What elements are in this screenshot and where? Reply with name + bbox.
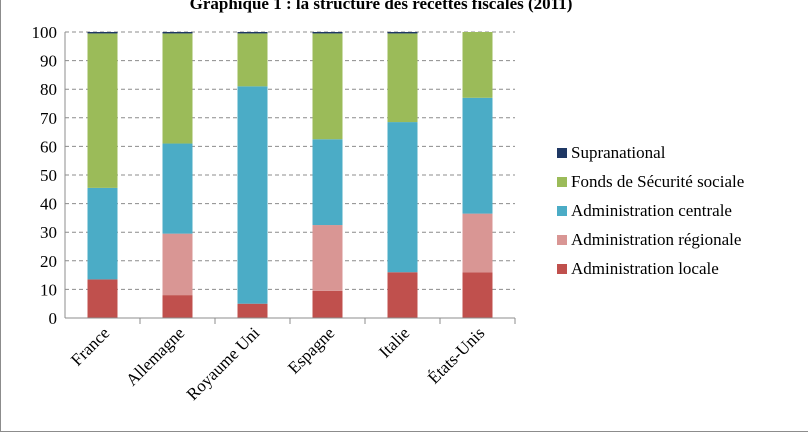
x-tick-label: États-Unis: [424, 323, 488, 387]
bar-segment-fonds-de-securite-sociale: [237, 33, 268, 87]
x-tick-label: Allemagne: [122, 323, 188, 389]
y-tick-label: 70: [40, 109, 57, 128]
y-tick-label: 10: [40, 280, 57, 299]
legend-label: Administration régionale: [571, 230, 741, 249]
legend-swatch-administration-locale: [557, 264, 567, 274]
bar-segment-administration-regionale: [312, 225, 343, 291]
bar-segment-supranational: [387, 32, 418, 34]
y-tick-label: 60: [40, 137, 57, 156]
y-tick-label: 20: [40, 252, 57, 271]
bar-segment-administration-centrale: [462, 97, 493, 214]
bar-segment-fonds-de-securite-sociale: [162, 33, 193, 144]
legend-label: Fonds de Sécurité sociale: [571, 172, 744, 191]
bar-segment-administration-centrale: [387, 122, 418, 273]
x-tick-label: Espagne: [284, 323, 338, 377]
legend-swatch-supranational: [557, 148, 567, 158]
bar-segment-supranational: [87, 32, 118, 34]
bar-segment-administration-locale: [87, 279, 118, 318]
y-tick-label: 90: [40, 52, 57, 71]
y-tick-label: 30: [40, 223, 57, 242]
bar-segment-fonds-de-securite-sociale: [312, 33, 343, 140]
chart-title: Graphique 1 : la structure des recettes …: [189, 0, 573, 13]
bar-segment-supranational: [162, 32, 193, 34]
bar-segment-administration-locale: [387, 272, 418, 318]
bar-segment-administration-regionale: [162, 233, 193, 296]
legend-label: Supranational: [571, 143, 666, 162]
legend-label: Administration centrale: [571, 201, 732, 220]
bar-segment-administration-centrale: [312, 139, 343, 226]
bar-segment-administration-regionale: [462, 213, 493, 273]
y-tick-label: 0: [49, 309, 58, 328]
legend-swatch-administration-regionale: [557, 235, 567, 245]
bar-segment-administration-locale: [162, 295, 193, 318]
x-tick-label: Royaume Uni: [183, 323, 264, 404]
bar-segment-fonds-de-securite-sociale: [462, 32, 493, 98]
bar-segment-administration-centrale: [87, 187, 118, 280]
bar-segment-fonds-de-securite-sociale: [387, 33, 418, 123]
legend-label: Administration locale: [571, 259, 719, 278]
x-tick-label: France: [67, 323, 113, 369]
y-tick-label: 40: [40, 195, 57, 214]
y-tick-label: 100: [32, 23, 58, 42]
y-tick-label: 80: [40, 80, 57, 99]
legend-swatch-administration-centrale: [557, 206, 567, 216]
bar-segment-administration-centrale: [237, 86, 268, 304]
bar-segment-supranational: [312, 32, 343, 34]
bar-segment-administration-locale: [312, 290, 343, 318]
legend-swatch-fonds-de-securite-sociale: [557, 177, 567, 187]
x-tick-label: Italie: [375, 323, 413, 361]
bar-segment-fonds-de-securite-sociale: [87, 33, 118, 188]
bar-segment-administration-locale: [462, 272, 493, 318]
bar-segment-supranational: [237, 32, 268, 34]
bar-segment-administration-centrale: [162, 143, 193, 234]
bar-segment-administration-locale: [237, 303, 268, 318]
y-tick-label: 50: [40, 166, 57, 185]
